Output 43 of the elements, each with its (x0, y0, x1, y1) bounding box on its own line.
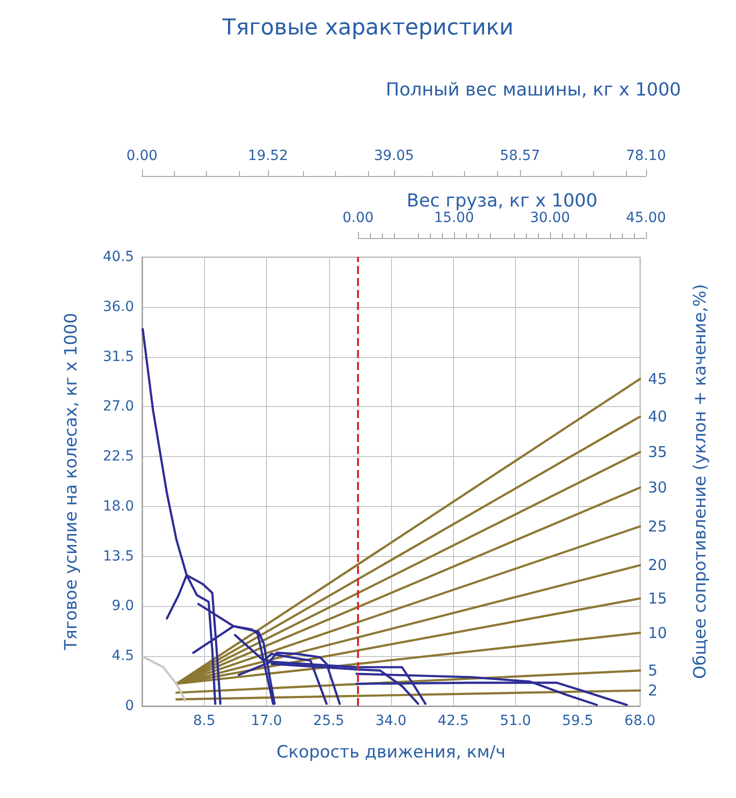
y-tick-label: 4.5 (112, 648, 134, 664)
series-label: 5 (648, 662, 658, 680)
text: Вес груза, кг x 1000 (406, 190, 598, 212)
series-label: 40 (648, 408, 668, 426)
text: 30.00 (530, 210, 570, 226)
x-tick-label: 25.5 (313, 713, 344, 729)
y-tick-label: 27.0 (102, 398, 134, 415)
x-tick-label: 51.0 (500, 713, 532, 729)
y-tick-label: 36.0 (102, 298, 134, 315)
x2-tick-label: 58.57 (500, 148, 540, 164)
y-tick-label: 40.5 (102, 249, 134, 265)
y-tick-label: 22.5 (102, 448, 134, 465)
x-tick-label: 59.5 (562, 713, 594, 729)
x-tick-label: 8.5 (193, 713, 216, 729)
text: 15.00 (434, 210, 474, 226)
x-tick-label: 42.5 (438, 713, 469, 729)
text: 0.00 (342, 210, 374, 226)
x-tick-label: 17.0 (250, 713, 282, 729)
y-axis-title: Тяговое усилие на колесах, кг x 1000 (62, 312, 82, 652)
y-tick-label: 0 (125, 698, 134, 714)
x-axis-title: Скорость движения, км/ч (276, 742, 506, 762)
x-tick-label: 68.0 (624, 713, 656, 729)
x2-tick-label: 0.00 (126, 148, 158, 164)
chart-title: Тяговые характеристики (221, 16, 514, 40)
text: 45.00 (626, 210, 666, 226)
y-tick-label: 13.5 (102, 548, 134, 564)
y-tick-label: 31.5 (102, 348, 134, 365)
x2-axis-title: Полный вес машины, кг x 1000 (386, 80, 682, 100)
series-label: 35 (648, 443, 668, 462)
x2-tick-label: 78.10 (626, 148, 666, 164)
y2-axis-title: Общее сопротивление (уклон + качение,%) (690, 284, 710, 679)
series-label: 15 (648, 589, 668, 608)
series-label: 10 (648, 624, 668, 642)
series-label: 30 (648, 478, 668, 497)
x2-tick-label: 39.05 (374, 148, 414, 164)
y-tick-label: 18.0 (102, 498, 134, 514)
x-tick-label: 34.0 (375, 713, 407, 729)
y-tick-label: 9.0 (112, 598, 134, 614)
series-label: 20 (648, 556, 668, 574)
series-label: 25 (648, 517, 668, 536)
series-label: 2 (648, 681, 658, 700)
x2-tick-label: 19.52 (248, 148, 288, 164)
series-label: 45 (648, 370, 668, 388)
